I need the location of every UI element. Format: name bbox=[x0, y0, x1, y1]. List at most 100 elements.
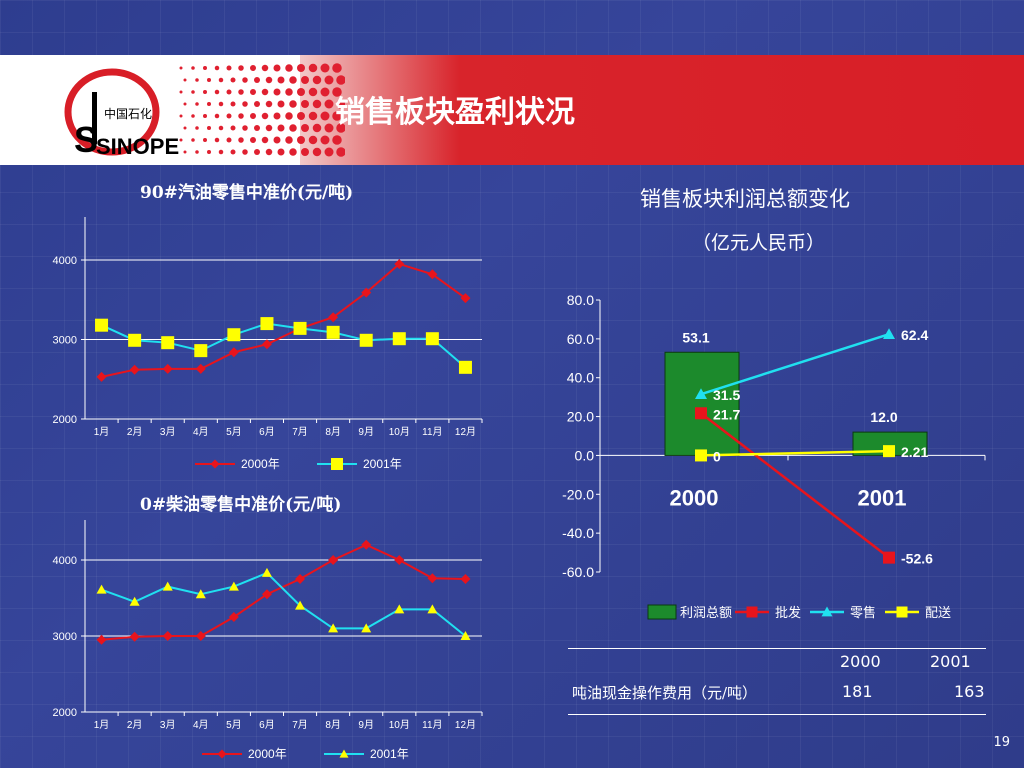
y-tick-label: 80.0 bbox=[567, 292, 594, 308]
legend-marker bbox=[896, 606, 908, 618]
x-tick-label: 11月 bbox=[422, 719, 442, 731]
data-point bbox=[392, 332, 406, 346]
series-line-1 bbox=[101, 322, 467, 369]
data-point bbox=[260, 317, 274, 331]
data-point bbox=[261, 589, 272, 600]
data-point bbox=[460, 631, 471, 640]
profit-chart-subtitle: （亿元人民币） bbox=[692, 232, 826, 254]
table-bottom-rule bbox=[568, 714, 986, 715]
y-tick-label: 4000 bbox=[53, 255, 77, 267]
data-point bbox=[425, 332, 439, 346]
series-line-1 bbox=[101, 571, 467, 637]
data-point bbox=[293, 321, 307, 335]
legend-bar-swatch bbox=[647, 604, 677, 620]
x-tick-label: 10月 bbox=[389, 426, 410, 438]
cost-table: 2000 2001 吨油现金操作费用（元/吨） 181 163 bbox=[568, 648, 986, 715]
profit-chart: 80.0 60.0 40.0 20.0 0.0 -20.0 -40.0 -60.0 53.1 12… bbox=[562, 292, 986, 620]
legend-label: 批发 bbox=[775, 605, 801, 620]
data-point bbox=[162, 363, 173, 374]
legend-marker bbox=[217, 749, 227, 759]
data-point bbox=[95, 318, 109, 332]
table-value-2000: 181 bbox=[842, 682, 873, 701]
data-point bbox=[361, 539, 372, 550]
data-point bbox=[394, 604, 405, 614]
data-point bbox=[328, 555, 339, 565]
table-header-row: 2000 2001 bbox=[568, 648, 986, 678]
point-value-label: 0 bbox=[713, 448, 721, 464]
x-tick-label: 1月 bbox=[94, 426, 110, 438]
data-point bbox=[458, 360, 472, 374]
data-point bbox=[427, 269, 438, 280]
table-header-2000: 2000 bbox=[840, 652, 881, 671]
data-point bbox=[96, 634, 107, 645]
legend-label: 2000年 bbox=[241, 457, 280, 471]
y-tick-label: 4000 bbox=[53, 555, 77, 567]
x-tick-label: 10月 bbox=[389, 719, 410, 731]
legend-label: 零售 bbox=[850, 605, 876, 620]
data-point bbox=[195, 631, 206, 641]
data-point bbox=[228, 612, 239, 622]
y-tick-label: 3000 bbox=[53, 631, 77, 643]
data-point bbox=[394, 555, 405, 565]
data-point bbox=[883, 551, 895, 564]
legend-label: 2001年 bbox=[370, 747, 409, 761]
x-tick-label: 3月 bbox=[160, 719, 176, 731]
x-tick-label: 5月 bbox=[226, 719, 242, 731]
data-point bbox=[695, 388, 707, 400]
table-top-rule bbox=[568, 648, 986, 649]
slide-title: 销售板块盈利状况 bbox=[335, 95, 575, 130]
legend-label: 配送 bbox=[925, 605, 951, 620]
data-point bbox=[361, 623, 372, 633]
data-point bbox=[96, 371, 107, 382]
legend-marker bbox=[821, 606, 833, 617]
data-point bbox=[195, 589, 206, 599]
profit-chart-title: 销售板块利润总额变化 bbox=[640, 187, 850, 211]
x-tick-label: 2月 bbox=[127, 719, 143, 731]
data-point bbox=[295, 600, 306, 610]
data-point bbox=[261, 339, 272, 350]
legend-marker bbox=[339, 749, 349, 758]
diesel-chart-title: 0#柴油零售中准价(元/吨) bbox=[140, 495, 342, 515]
data-point bbox=[328, 623, 339, 633]
diesel-price-chart: 4000 3000 2000 1月 2月 3月 4月 5月 6月 7月 8月 9月 10月 11月 12月 2… bbox=[53, 520, 483, 761]
series-line-0 bbox=[101, 543, 466, 641]
data-point bbox=[695, 407, 707, 420]
data-point bbox=[128, 333, 142, 347]
data-point bbox=[129, 364, 140, 375]
y-tick-label: 2000 bbox=[53, 414, 77, 426]
x-tick-label: 6月 bbox=[259, 719, 275, 731]
data-point bbox=[427, 604, 438, 614]
legend-marker bbox=[210, 459, 220, 469]
x-tick-label: 12月 bbox=[455, 719, 476, 731]
gasoline-chart-title: 90#汽油零售中准价(元/吨) bbox=[140, 183, 354, 203]
data-point bbox=[195, 363, 206, 374]
data-point bbox=[460, 574, 471, 584]
y-tick-label: -20.0 bbox=[562, 486, 594, 502]
data-point bbox=[361, 287, 372, 298]
data-point bbox=[883, 328, 895, 339]
category-label: 2001 bbox=[858, 485, 907, 510]
sinopec-logo: S SINOPEC 中国石化 bbox=[64, 68, 180, 160]
bar-value-label: 12.0 bbox=[870, 409, 897, 425]
x-tick-label: 1月 bbox=[94, 719, 110, 731]
legend-label: 2001年 bbox=[363, 457, 402, 471]
y-tick-label: 40.0 bbox=[567, 370, 594, 386]
bar-value-label: 53.1 bbox=[682, 329, 709, 345]
data-point bbox=[460, 293, 471, 304]
x-tick-label: 3月 bbox=[160, 426, 176, 438]
data-point bbox=[883, 445, 895, 458]
y-tick-label: -60.0 bbox=[562, 564, 594, 580]
legend-marker bbox=[331, 458, 343, 470]
x-tick-label: 2月 bbox=[127, 426, 143, 438]
series-line-0 bbox=[700, 412, 890, 559]
x-tick-label: 12月 bbox=[455, 426, 476, 438]
data-point bbox=[96, 584, 107, 594]
table-header-2001: 2001 bbox=[930, 652, 971, 671]
y-tick-label: 60.0 bbox=[567, 331, 594, 347]
y-tick-label: 0.0 bbox=[575, 447, 595, 463]
x-tick-label: 7月 bbox=[292, 719, 308, 731]
profit-bar bbox=[664, 351, 740, 456]
point-value-label: 21.7 bbox=[713, 406, 740, 422]
logo-text: SINOPEC bbox=[96, 134, 180, 159]
x-tick-label: 6月 bbox=[259, 426, 275, 438]
